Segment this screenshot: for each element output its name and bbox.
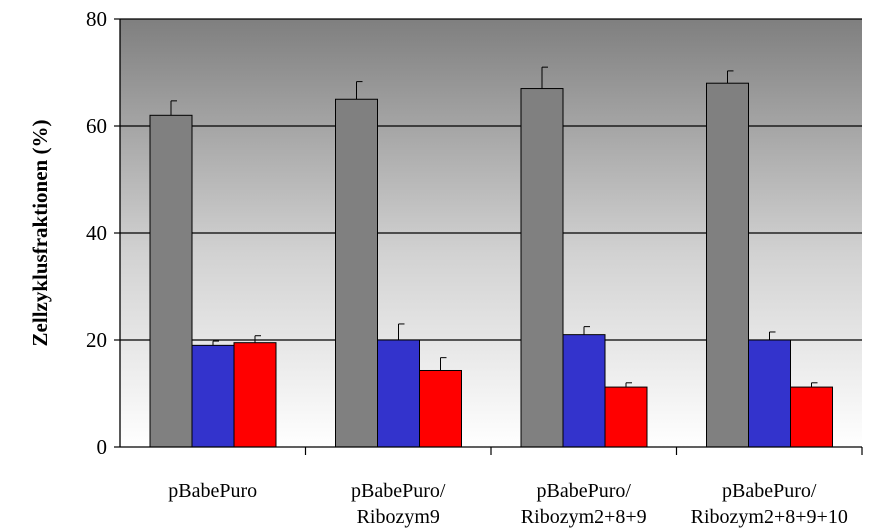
bar	[790, 386, 833, 448]
error-bars-group	[170, 66, 818, 388]
bar	[706, 82, 749, 448]
bar	[520, 88, 564, 448]
x-category-label: Ribozym2+8+9	[521, 506, 647, 528]
y-tick-label: 60	[86, 114, 107, 138]
bar	[149, 114, 193, 448]
bar	[562, 334, 606, 448]
bar	[191, 344, 235, 448]
bar	[233, 342, 277, 448]
bars-group	[149, 82, 833, 448]
x-category-label: pBabePuro/	[722, 480, 817, 502]
x-category-label: pBabePuro/	[351, 480, 446, 502]
x-category-label: pBabePuro	[168, 480, 257, 502]
y-axis-label: Zellzyklusfraktionen (%)	[28, 120, 52, 347]
y-tick-label: 20	[86, 328, 107, 352]
x-category-label: Ribozym9	[357, 506, 440, 528]
x-category-labels: pBabePuro pBabePuro/Ribozym9 pBabePuro/Rib…	[168, 480, 848, 528]
y-tick-label: 0	[97, 435, 108, 459]
x-category-label: pBabePuro/	[537, 480, 632, 502]
bar	[748, 339, 791, 448]
bar	[377, 339, 420, 448]
bar	[419, 369, 462, 448]
y-tick-label: 80	[86, 7, 107, 31]
axes-group	[114, 18, 863, 455]
bar	[335, 98, 378, 448]
bar	[604, 386, 648, 448]
y-tick-labels: 0 20 40 60 80	[86, 7, 107, 459]
x-category-label: Ribozym2+8+9+10	[691, 506, 848, 528]
y-tick-label: 40	[86, 221, 107, 245]
